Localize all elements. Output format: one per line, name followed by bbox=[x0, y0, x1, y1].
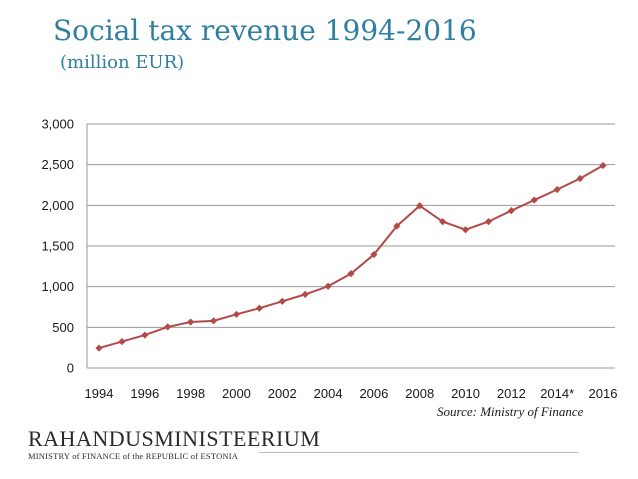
data-point bbox=[209, 317, 218, 325]
x-tick-label: 2006 bbox=[359, 386, 388, 401]
y-tick-label: 0 bbox=[67, 361, 74, 376]
x-tick-label: 1996 bbox=[130, 386, 159, 401]
ministry-logo: RAHANDUSMINISTEERIUM MINISTRY of FINANCE… bbox=[28, 426, 321, 462]
data-point bbox=[439, 218, 447, 226]
data-point bbox=[507, 207, 515, 215]
data-point bbox=[95, 344, 103, 352]
data-point bbox=[187, 318, 195, 326]
data-point bbox=[484, 218, 493, 226]
data-point bbox=[232, 310, 241, 318]
logo-wordmark: RAHANDUSMINISTEERIUM bbox=[28, 426, 321, 451]
data-point bbox=[164, 323, 172, 331]
data-point bbox=[255, 304, 263, 312]
data-point bbox=[347, 270, 355, 278]
data-point bbox=[599, 161, 607, 170]
data-point bbox=[301, 290, 309, 298]
data-point bbox=[118, 337, 126, 346]
x-tick-label: 2000 bbox=[222, 386, 251, 401]
data-point bbox=[553, 185, 561, 194]
footer-rule bbox=[259, 452, 579, 453]
data-point bbox=[278, 297, 286, 305]
x-tick-label: 1994 bbox=[85, 386, 114, 401]
series-line bbox=[98, 164, 604, 350]
y-tick-label: 500 bbox=[52, 320, 74, 335]
x-tick-label: 2008 bbox=[405, 386, 434, 401]
logo-tagline: MINISTRY of FINANCE of the REPUBLIC of E… bbox=[28, 451, 239, 461]
data-point bbox=[393, 222, 401, 230]
chart-title: Social tax revenue 1994-2016 bbox=[53, 14, 477, 47]
data-point bbox=[141, 331, 149, 339]
data-point bbox=[416, 202, 424, 210]
x-tick-label: 2012 bbox=[497, 386, 526, 401]
data-point bbox=[461, 226, 470, 234]
data-point bbox=[576, 174, 584, 183]
x-tick-label: 2016 bbox=[589, 386, 618, 401]
x-tick-label: 2010 bbox=[451, 386, 480, 401]
x-tick-label: 2004 bbox=[314, 386, 343, 401]
x-tick-label: 2014* bbox=[540, 386, 574, 401]
data-point bbox=[324, 282, 332, 290]
data-point bbox=[370, 250, 378, 259]
x-tick-label: 2002 bbox=[268, 386, 297, 401]
y-tick-label: 2,500 bbox=[41, 157, 74, 172]
chart-subtitle: (million EUR) bbox=[60, 52, 185, 73]
x-tick-label: 1998 bbox=[176, 386, 205, 401]
y-tick-label: 3,000 bbox=[41, 117, 74, 132]
source-note: Source: Ministry of Finance bbox=[437, 404, 584, 419]
y-tick-label: 1,000 bbox=[41, 279, 74, 294]
y-tick-label: 1,500 bbox=[41, 239, 74, 254]
y-tick-label: 2,000 bbox=[41, 198, 74, 213]
data-point bbox=[530, 196, 538, 204]
